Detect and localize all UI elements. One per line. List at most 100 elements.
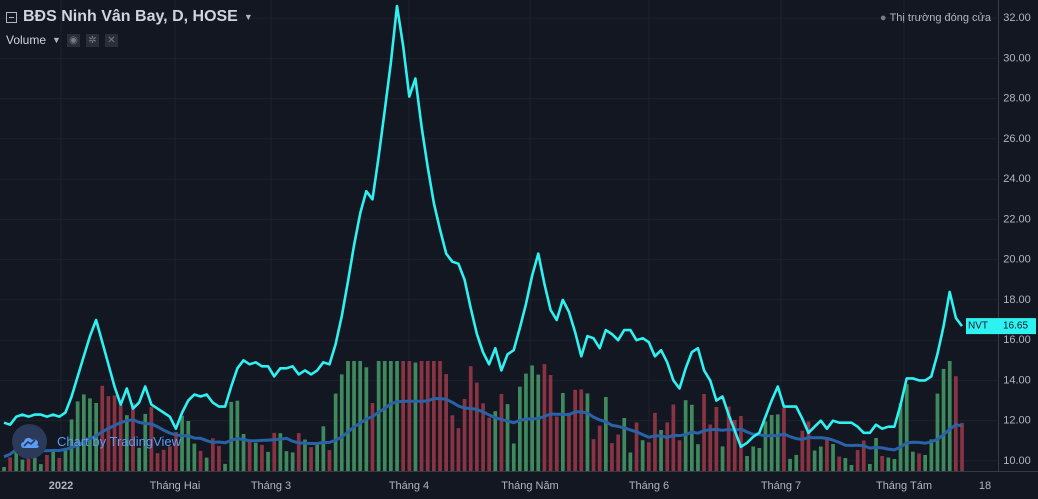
volume-bar (837, 456, 841, 471)
volume-bar (597, 425, 602, 471)
volume-bar (923, 455, 927, 471)
tradingview-watermark[interactable]: Chart by TradingView (12, 424, 181, 459)
cloud-logo-icon (12, 424, 47, 459)
volume-bar (640, 440, 645, 471)
volume-bar (763, 421, 768, 471)
volume-bar (861, 440, 866, 471)
volume-bar (843, 458, 848, 471)
volume-bar (272, 432, 277, 471)
volume-bar (874, 438, 878, 471)
volume-bar (247, 441, 252, 471)
volume-bar (389, 361, 393, 471)
volume-bar (708, 424, 713, 471)
y-tick-label: 10.00 (1003, 455, 1031, 467)
volume-bar (806, 421, 811, 471)
gear-icon[interactable]: ✲ (85, 33, 99, 47)
y-tick-label: 12.00 (1003, 415, 1031, 427)
collapse-legend-icon[interactable] (6, 11, 17, 23)
volume-bar (413, 362, 418, 471)
volume-bar (112, 395, 117, 471)
volume-bar (432, 361, 436, 471)
volume-bar (855, 450, 860, 471)
volume-bar (462, 399, 467, 471)
volume-bar (131, 403, 135, 471)
volume-bar (671, 404, 676, 471)
volume-bar (720, 446, 725, 471)
volume-bar (376, 361, 381, 471)
volume-bar (32, 451, 37, 471)
x-tick-label: Tháng 3 (251, 480, 291, 492)
last-price-value: 16.65 (1003, 321, 1028, 332)
volume-bar (106, 396, 111, 471)
volume-bar (125, 415, 129, 471)
x-tick-label: Tháng 7 (761, 480, 801, 492)
volume-bar (868, 464, 872, 471)
volume-bar (149, 407, 154, 471)
volume-bar (696, 444, 700, 471)
volume-label[interactable]: Volume (6, 33, 47, 47)
close-icon[interactable]: ✕ (104, 33, 118, 47)
last-price-badge: NVT 16.65 (966, 318, 1036, 335)
volume-bar (757, 448, 762, 471)
volume-bar (186, 421, 191, 471)
time-axis: 2022 Tháng Hai Tháng 3 Tháng 4 Tháng Năm Thán… (49, 480, 991, 492)
volume-bar (39, 464, 43, 471)
volume-bar (659, 430, 663, 471)
volume-bar (229, 401, 234, 471)
volume-bar (352, 361, 356, 471)
volume-bar (499, 394, 504, 471)
volume-bar (266, 451, 270, 471)
volume-bar (235, 400, 240, 471)
eye-icon[interactable]: ◉ (66, 33, 80, 47)
volume-bar (174, 432, 178, 471)
volume-bar (346, 361, 350, 471)
last-price-symbol: NVT (968, 321, 988, 332)
volume-bar (825, 437, 829, 471)
volume-bar (745, 456, 749, 471)
volume-bar (204, 457, 209, 471)
volume-bar (818, 446, 823, 471)
volume-bar (100, 385, 105, 471)
y-tick-label: 26.00 (1003, 133, 1031, 145)
status-dot-icon: ● (879, 12, 887, 24)
y-tick-label: 14.00 (1003, 374, 1031, 386)
volume-bar (260, 444, 264, 471)
y-tick-label: 22.00 (1003, 213, 1031, 225)
y-tick-label: 32.00 (1003, 12, 1031, 24)
volume-bar (929, 439, 934, 471)
volume-bar (591, 439, 596, 471)
volume-bar (333, 393, 338, 471)
volume-bar (726, 406, 731, 471)
volume-bar (468, 366, 473, 471)
volume-bar (278, 433, 283, 471)
volume-bar (370, 403, 375, 471)
volume-bar (211, 438, 215, 471)
volume-bar (88, 398, 92, 471)
market-status-text: Thị trường đóng cửa (889, 12, 991, 24)
volume-bar (579, 389, 584, 471)
volume-bar (714, 407, 719, 471)
volume-bar (321, 426, 326, 471)
chevron-down-icon[interactable]: ▼ (243, 12, 253, 22)
x-tick-label: Tháng Hai (150, 480, 201, 492)
volume-bar (653, 412, 657, 471)
x-tick-label: Tháng Năm (501, 480, 558, 492)
y-tick-label: 30.00 (1003, 52, 1031, 64)
volume-bar (75, 401, 80, 471)
symbol-title[interactable]: BĐS Ninh Vân Bay, D, HOSE (23, 8, 238, 25)
chevron-down-icon[interactable]: ▼ (52, 35, 61, 45)
volume-bar (51, 450, 55, 471)
volume-bar (610, 443, 614, 471)
volume-bar (628, 452, 633, 471)
volume-bar (831, 444, 835, 471)
volume-bar (960, 422, 964, 471)
x-tick-label: Tháng 6 (629, 480, 669, 492)
volume-bar (419, 361, 424, 471)
volume-bar (732, 420, 737, 471)
volume-ma-line (3, 397, 963, 459)
volume-bar (481, 403, 485, 471)
volume-bar (401, 361, 405, 471)
volume-bar (137, 447, 141, 471)
